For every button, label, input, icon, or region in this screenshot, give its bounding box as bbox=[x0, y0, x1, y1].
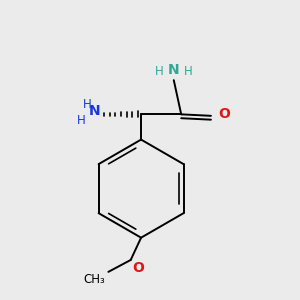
Text: O: O bbox=[218, 107, 230, 121]
Text: H: H bbox=[77, 114, 86, 127]
Text: H: H bbox=[154, 65, 163, 78]
Text: N: N bbox=[168, 63, 180, 77]
Text: CH₃: CH₃ bbox=[84, 273, 105, 286]
Text: H: H bbox=[184, 65, 193, 78]
Text: O: O bbox=[132, 262, 144, 275]
Text: N: N bbox=[89, 104, 100, 118]
Text: H: H bbox=[83, 98, 92, 111]
